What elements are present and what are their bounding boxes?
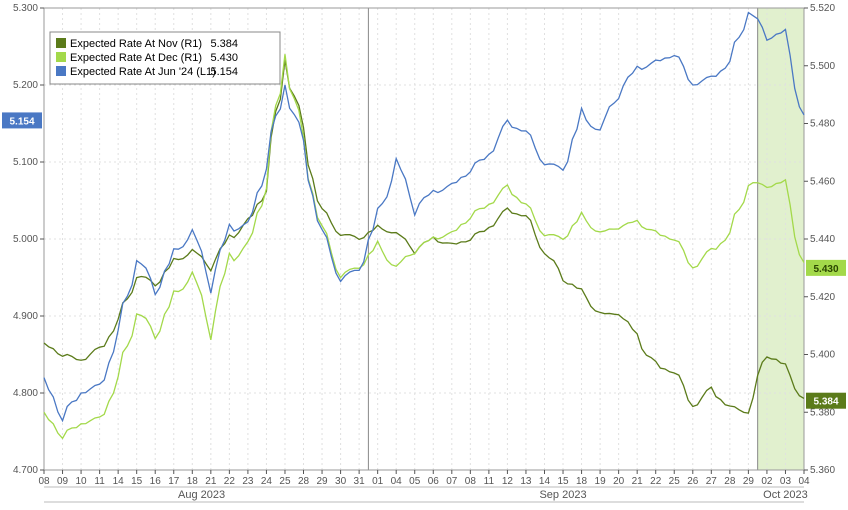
x-axis-day: 17 bbox=[168, 476, 180, 487]
x-axis-day: 28 bbox=[298, 476, 310, 487]
x-axis-day: 04 bbox=[798, 476, 810, 487]
x-axis-day: 12 bbox=[502, 476, 514, 487]
x-axis-day: 08 bbox=[465, 476, 477, 487]
x-axis-day: 19 bbox=[595, 476, 607, 487]
legend-value: 5.384 bbox=[210, 38, 238, 50]
legend-label: Expected Rate At Nov (R1) bbox=[70, 38, 202, 50]
left-axis-tick: 5.300 bbox=[13, 3, 38, 14]
x-axis-day: 23 bbox=[242, 476, 254, 487]
right-axis-tick: 5.500 bbox=[810, 61, 835, 72]
x-axis-day: 26 bbox=[687, 476, 699, 487]
right-axis-tick: 5.380 bbox=[810, 407, 835, 418]
left-axis-tick: 5.100 bbox=[13, 157, 38, 168]
right-axis-tick: 5.400 bbox=[810, 350, 835, 361]
x-axis-day: 27 bbox=[706, 476, 718, 487]
x-axis-day: 22 bbox=[224, 476, 236, 487]
right-axis-tick: 5.460 bbox=[810, 176, 835, 187]
x-axis-day: 11 bbox=[484, 476, 495, 487]
x-axis-day: 21 bbox=[632, 476, 644, 487]
legend: Expected Rate At Nov (R1) 5.384 Expected R… bbox=[50, 32, 280, 84]
x-axis-day: 01 bbox=[372, 476, 384, 487]
x-axis-day: 21 bbox=[205, 476, 217, 487]
x-axis-day: 15 bbox=[131, 476, 143, 487]
x-axis-day: 29 bbox=[743, 476, 755, 487]
x-axis-day: 28 bbox=[724, 476, 736, 487]
right-axis-tick: 5.480 bbox=[810, 119, 835, 130]
x-axis-month: Aug 2023 bbox=[178, 489, 225, 501]
legend-label: Expected Rate At Jun '24 (L1) bbox=[70, 66, 216, 78]
x-axis-day: 15 bbox=[557, 476, 569, 487]
x-axis-day: 03 bbox=[780, 476, 792, 487]
x-axis-day: 07 bbox=[446, 476, 458, 487]
left-axis-tick: 4.700 bbox=[13, 465, 38, 476]
x-axis-day: 05 bbox=[409, 476, 421, 487]
x-axis-day: 09 bbox=[57, 476, 69, 487]
x-axis-day: 30 bbox=[335, 476, 347, 487]
x-axis-day: 11 bbox=[94, 476, 105, 487]
x-axis-day: 22 bbox=[650, 476, 662, 487]
x-axis-day: 18 bbox=[576, 476, 588, 487]
x-axis-day: 08 bbox=[38, 476, 50, 487]
x-axis-day: 14 bbox=[539, 476, 551, 487]
x-axis-day: 31 bbox=[354, 476, 366, 487]
value-flag: 5.430 bbox=[806, 260, 846, 276]
right-axis-tick: 5.520 bbox=[810, 3, 835, 14]
x-axis-day: 24 bbox=[261, 476, 273, 487]
right-axis-tick: 5.360 bbox=[810, 465, 835, 476]
left-axis-tick: 5.200 bbox=[13, 80, 38, 91]
x-axis-day: 16 bbox=[150, 476, 162, 487]
rates-chart: 4.700 4.800 4.900 5.000 5.100 5.200 5.300 5.360… bbox=[0, 0, 848, 510]
x-axis-day: 18 bbox=[187, 476, 199, 487]
x-axis-day: 29 bbox=[316, 476, 328, 487]
x-axis-day: 10 bbox=[76, 476, 88, 487]
x-axis-month: Sep 2023 bbox=[539, 489, 586, 501]
x-axis-day: 06 bbox=[428, 476, 440, 487]
value-flag: 5.384 bbox=[806, 393, 846, 409]
left-axis-tick: 4.800 bbox=[13, 388, 38, 399]
legend-label: Expected Rate At Dec (R1) bbox=[70, 52, 202, 64]
x-axis-day: 20 bbox=[613, 476, 625, 487]
svg-text:5.430: 5.430 bbox=[813, 264, 838, 275]
legend-value: 5.154 bbox=[210, 66, 238, 78]
value-flag: 5.154 bbox=[2, 112, 42, 128]
legend-value: 5.430 bbox=[210, 52, 238, 64]
x-axis-day: 13 bbox=[520, 476, 532, 487]
x-axis-day: 02 bbox=[761, 476, 773, 487]
svg-text:5.384: 5.384 bbox=[813, 397, 838, 408]
x-axis-month: Oct 2023 bbox=[763, 489, 808, 501]
x-axis-day: 25 bbox=[669, 476, 681, 487]
svg-text:5.154: 5.154 bbox=[9, 116, 34, 127]
x-axis-day: 04 bbox=[391, 476, 403, 487]
left-axis-tick: 4.900 bbox=[13, 311, 38, 322]
right-axis-tick: 5.440 bbox=[810, 234, 835, 245]
x-axis-day: 14 bbox=[113, 476, 125, 487]
right-axis-tick: 5.420 bbox=[810, 292, 835, 303]
left-axis-tick: 5.000 bbox=[13, 234, 38, 245]
x-axis-day: 25 bbox=[279, 476, 291, 487]
